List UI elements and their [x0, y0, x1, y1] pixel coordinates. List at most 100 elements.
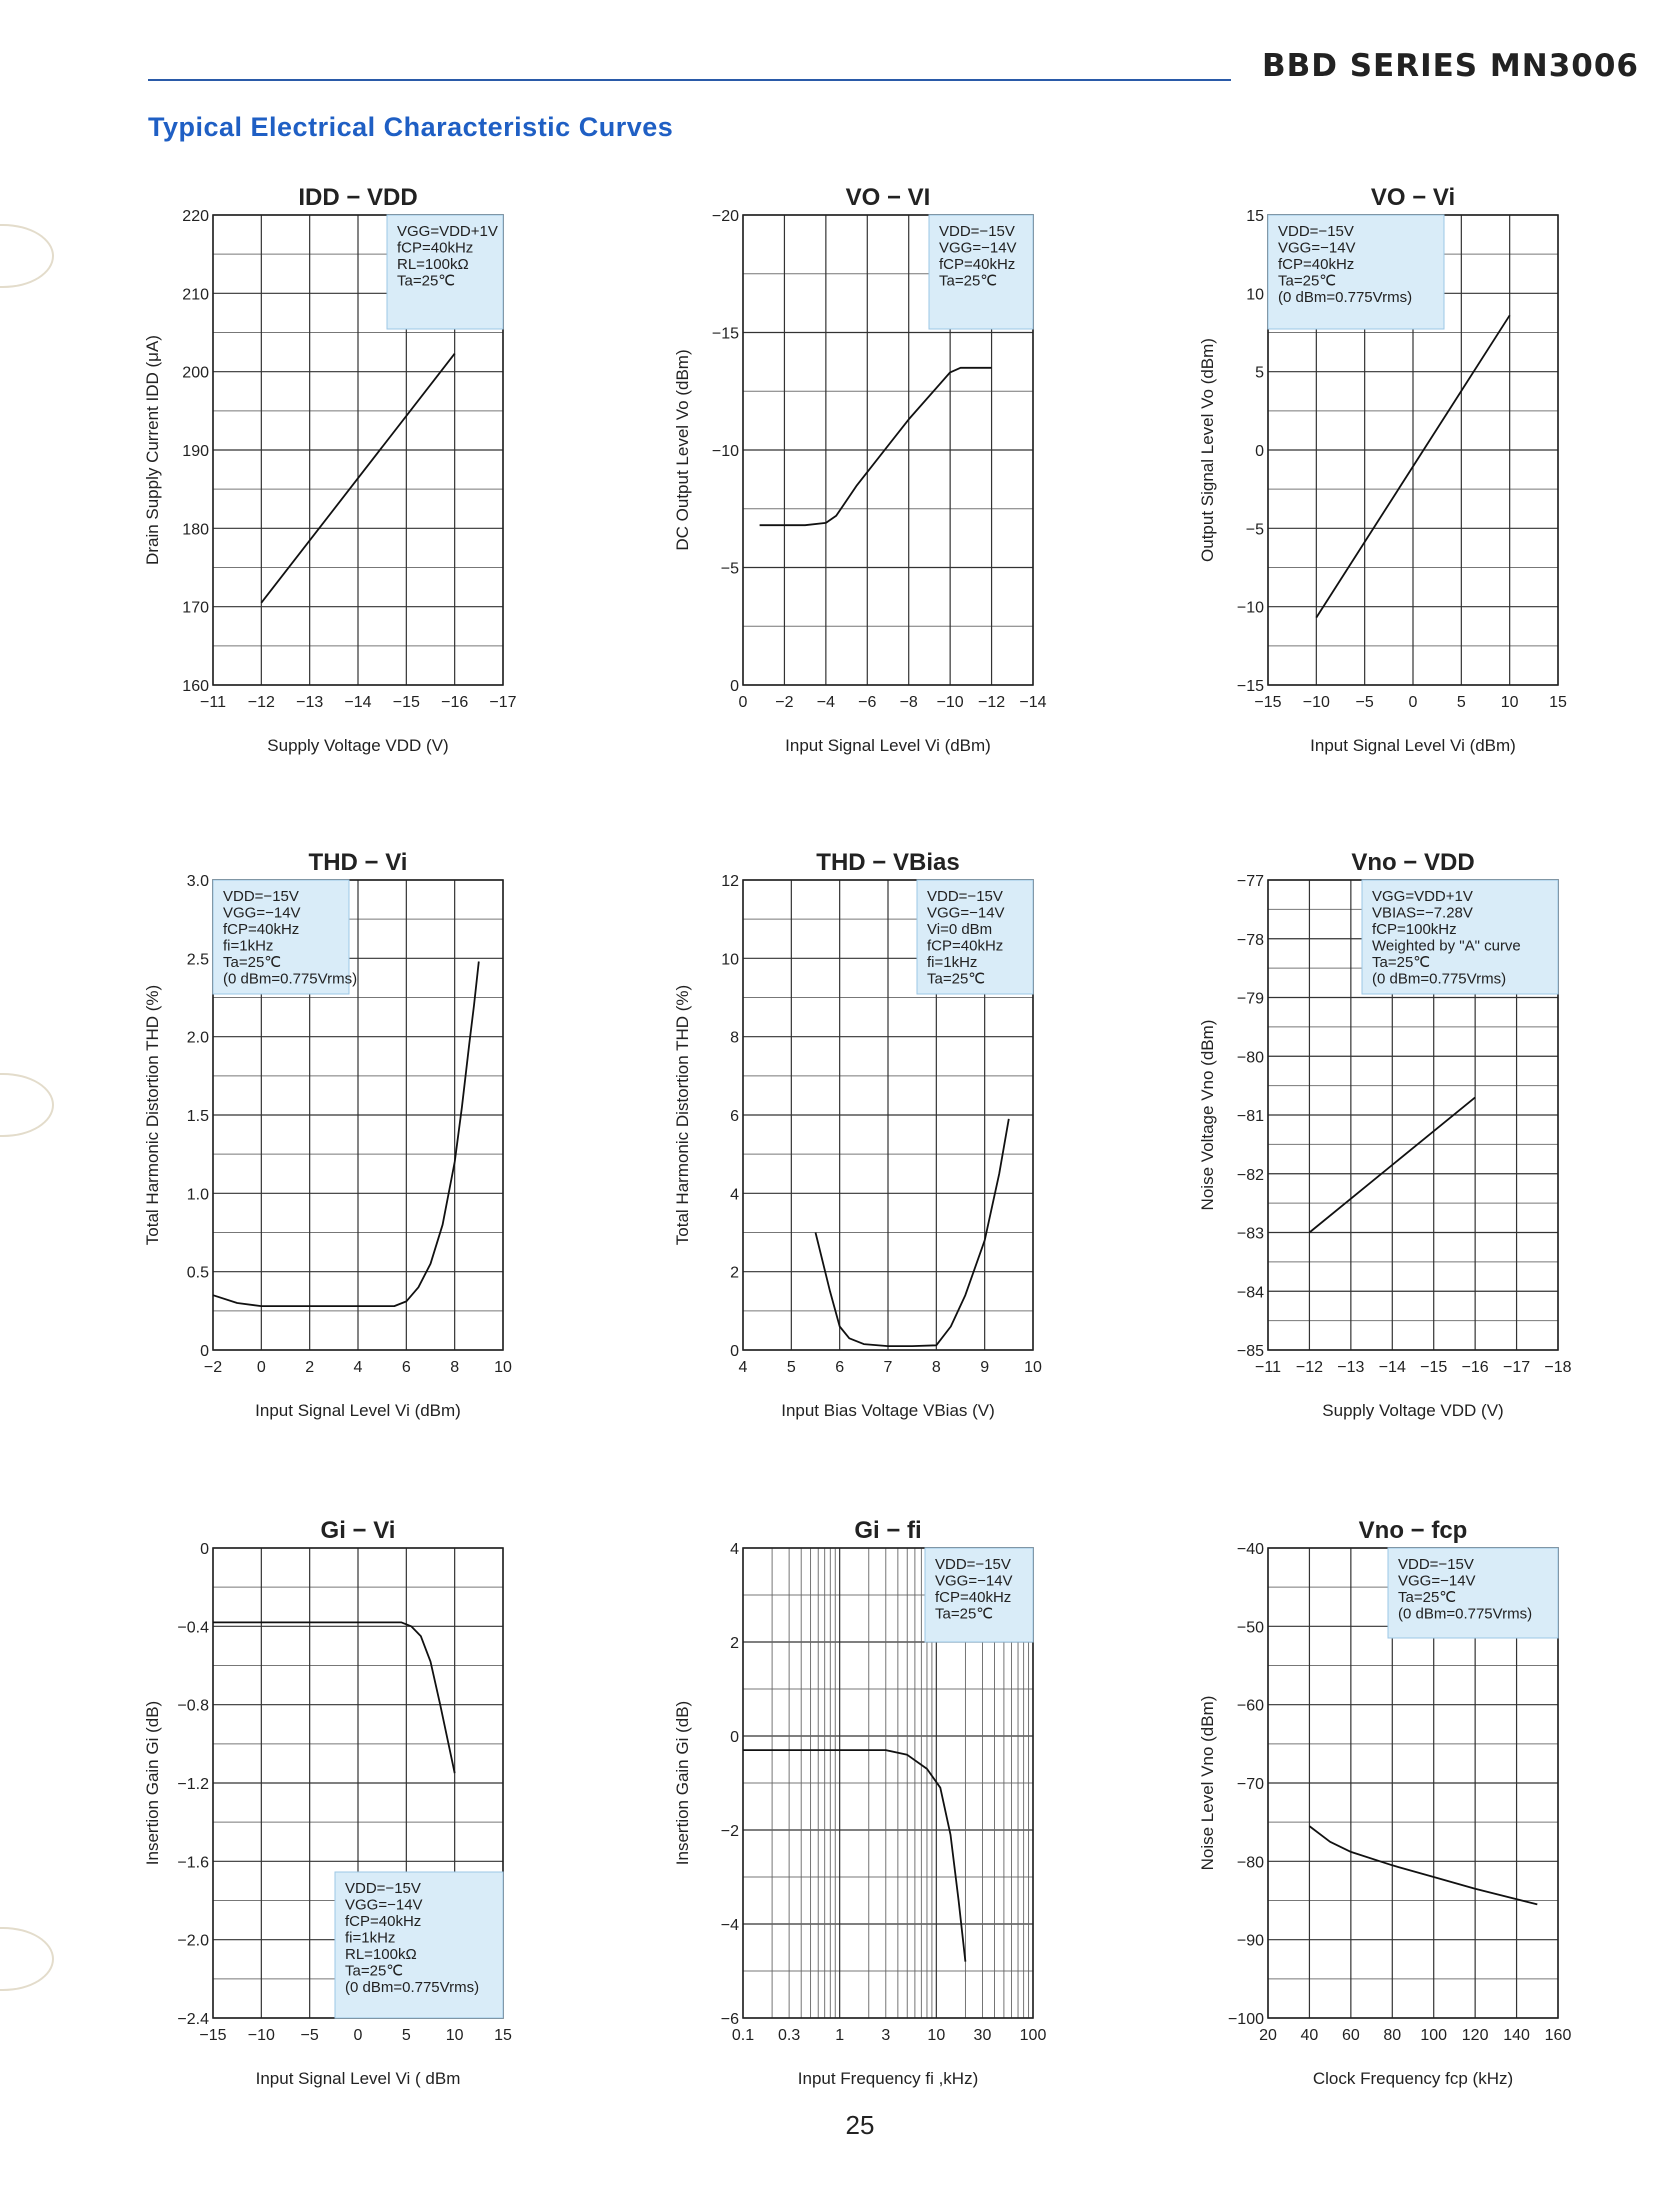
- y-tick-label: −1.6: [177, 1854, 209, 1871]
- x-tick-label: −5: [1356, 694, 1374, 711]
- y-tick-label: −2.4: [177, 2011, 209, 2028]
- condition-text: Ta=25℃: [939, 273, 997, 290]
- condition-text: (0 dBm=0.775Vrms): [1372, 971, 1506, 988]
- x-axis-label: Input Signal Level Vi (dBm): [1310, 736, 1516, 755]
- y-tick-label: 0: [730, 1729, 739, 1746]
- condition-text: fCP=40kHz: [939, 256, 1015, 273]
- x-tick-label: 7: [884, 1359, 893, 1376]
- condition-text: VDD=−15V: [223, 888, 299, 905]
- chart-gi-fi: Gi − fi −6 −4 −2 0 2 4 0.1 0.3 1 3 10 30 100 Input Fre…: [673, 1517, 1046, 2088]
- x-axis-label: Input Signal Level Vi (dBm): [785, 736, 991, 755]
- y-tick-label: 200: [182, 365, 209, 382]
- legend-box: [1361, 879, 1559, 995]
- y-tick-label: −50: [1237, 1619, 1264, 1636]
- x-axis-label: Clock Frequency fcp (kHz): [1313, 2069, 1513, 2088]
- series-title: BBD SERIES MN3006: [1261, 48, 1639, 84]
- legend-box: [916, 879, 1034, 995]
- condition-text: VGG=−14V: [1398, 1573, 1476, 1590]
- x-tick-label: −16: [441, 694, 468, 711]
- y-tick-label: 4: [730, 1541, 739, 1558]
- x-tick-label: −15: [1420, 1359, 1447, 1376]
- y-tick-label: 10: [1246, 286, 1264, 303]
- chart-title: Vno − fcp: [1359, 1517, 1468, 1544]
- y-tick-label: 4: [730, 1186, 739, 1203]
- y-tick-label: −40: [1237, 1541, 1264, 1558]
- chart-title: Gi − fi: [854, 1517, 921, 1544]
- y-tick-label: 2.0: [187, 1030, 209, 1047]
- condition-text: fCP=40kHz: [223, 921, 299, 938]
- y-tick-label: −79: [1237, 991, 1264, 1008]
- condition-text: Weighted by "A" curve: [1372, 938, 1521, 955]
- x-tick-label: −8: [900, 694, 918, 711]
- y-tick-label: −2.0: [177, 1933, 209, 1950]
- chart-thd-vbias: THD − VBias 0 2 4 6 8 10 12 4 5 6 7 8 9 10 Input Bias V…: [673, 849, 1042, 1420]
- series-line-vno: [1308, 1825, 1538, 1906]
- x-tick-label: 80: [1383, 2027, 1401, 2044]
- series-line-gi: [213, 1621, 456, 1774]
- condition-text: VDD=−15V: [345, 1880, 421, 1897]
- x-tick-label: 10: [494, 1359, 512, 1376]
- y-tick-label: −85: [1237, 1343, 1264, 1360]
- y-tick-label: 8: [730, 1030, 739, 1047]
- y-tick-label: −100: [1228, 2011, 1264, 2028]
- x-tick-label: −15: [1254, 694, 1281, 711]
- condition-text: Ta=25℃: [1372, 954, 1430, 971]
- condition-text: RL=100kΩ: [397, 256, 469, 273]
- x-tick-label: 15: [494, 2027, 512, 2044]
- y-tick-label: −6: [721, 2011, 739, 2028]
- condition-text: fCP=40kHz: [397, 240, 473, 257]
- y-tick-label: 2: [730, 1265, 739, 1282]
- x-tick-label: −14: [344, 694, 371, 711]
- x-tick-label: 2: [305, 1359, 314, 1376]
- y-tick-label: −90: [1237, 1933, 1264, 1950]
- condition-text: Ta=25℃: [1278, 273, 1336, 290]
- y-axis-label: Output Signal Level Vo (dBm): [1198, 338, 1217, 562]
- series-line-thd: [814, 1118, 1010, 1348]
- chart-vo-vi-signal: VO − Vi −15 −10 −5 0 5 10 15 −15 −10 −5 0 5 10 15 Input…: [1198, 184, 1567, 755]
- x-tick-label: −14: [1379, 1359, 1406, 1376]
- condition-text: VGG=−14V: [1278, 240, 1356, 257]
- y-tick-label: −10: [712, 443, 739, 460]
- y-tick-label: 5: [1255, 365, 1264, 382]
- y-tick-label: −0.4: [177, 1619, 209, 1636]
- x-tick-label: −15: [199, 2027, 226, 2044]
- condition-text: Vi=0 dBm: [927, 921, 992, 938]
- y-axis-label: Total Harmonic Distortion THD (%): [673, 985, 692, 1245]
- x-tick-label: 8: [450, 1359, 459, 1376]
- condition-text: VGG=−14V: [935, 1573, 1013, 1590]
- x-tick-label: 10: [1501, 694, 1519, 711]
- x-tick-label: −5: [301, 2027, 319, 2044]
- x-tick-label: 160: [1545, 2027, 1572, 2044]
- x-tick-label: −12: [1296, 1359, 1323, 1376]
- x-tick-label: 5: [787, 1359, 796, 1376]
- y-tick-label: 10: [721, 951, 739, 968]
- y-tick-label: 1.0: [187, 1186, 209, 1203]
- y-tick-label: −0.8: [177, 1698, 209, 1715]
- x-tick-label: 9: [980, 1359, 989, 1376]
- condition-text: Ta=25℃: [345, 1963, 403, 1980]
- x-tick-label: 30: [974, 2027, 992, 2044]
- chart-title: THD − Vi: [309, 849, 408, 876]
- y-tick-label: 2: [730, 1635, 739, 1652]
- x-tick-label: 6: [835, 1359, 844, 1376]
- y-tick-label: −15: [712, 326, 739, 343]
- condition-text: fi=1kHz: [223, 938, 273, 955]
- y-tick-label: 160: [182, 678, 209, 695]
- x-tick-label: −10: [248, 2027, 275, 2044]
- y-tick-label: −78: [1237, 932, 1264, 949]
- x-tick-label: −15: [393, 694, 420, 711]
- header-rule: [148, 79, 1231, 81]
- condition-text: fCP=40kHz: [935, 1589, 1011, 1606]
- y-tick-label: −70: [1237, 1776, 1264, 1793]
- chart-title: Gi − Vi: [321, 1517, 396, 1544]
- x-tick-label: 40: [1301, 2027, 1319, 2044]
- y-tick-label: −5: [1246, 521, 1264, 538]
- x-tick-label: 8: [932, 1359, 941, 1376]
- x-axis-label: Supply Voltage VDD (V): [1322, 1401, 1503, 1420]
- y-tick-label: −15: [1237, 678, 1264, 695]
- y-tick-label: −4: [721, 1917, 739, 1934]
- x-axis-label: Input Frequency fi ,kHz): [798, 2069, 978, 2088]
